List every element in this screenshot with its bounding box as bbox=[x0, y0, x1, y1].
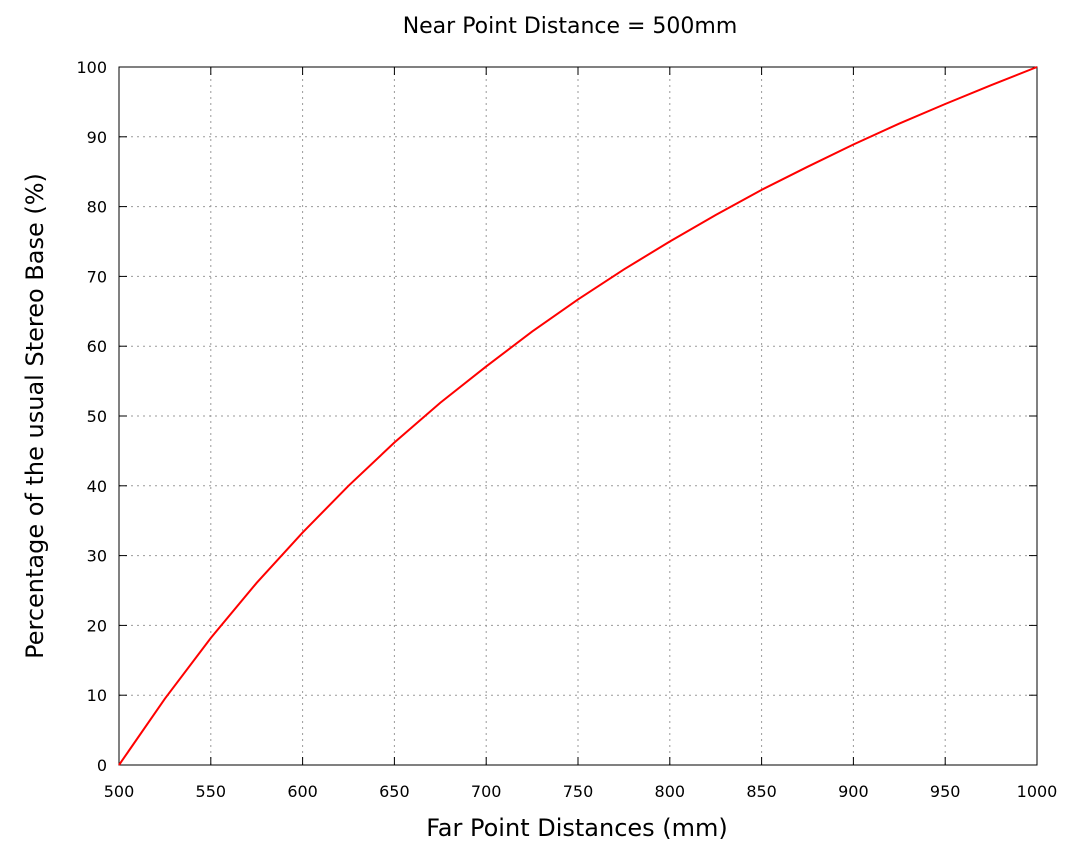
tick-labels: 500 550 600 650 700 750 800 850 900 950 1000 0 10 20 3… bbox=[76, 58, 1057, 801]
x-tick-label: 950 bbox=[930, 782, 961, 801]
y-tick-label: 0 bbox=[97, 756, 107, 775]
y-tick-label: 80 bbox=[87, 198, 107, 217]
x-tick-label: 900 bbox=[838, 782, 869, 801]
y-axis-label: Percentage of the usual Stereo Base (%) bbox=[21, 173, 49, 659]
y-tick-label: 30 bbox=[87, 547, 107, 566]
x-tick-label: 500 bbox=[104, 782, 135, 801]
x-tick-label: 600 bbox=[287, 782, 318, 801]
series-line bbox=[118, 66, 1038, 766]
x-tick-label: 750 bbox=[563, 782, 594, 801]
y-tick-label: 60 bbox=[87, 337, 107, 356]
y-tick-label: 100 bbox=[76, 58, 107, 77]
x-axis-label: Far Point Distances (mm) bbox=[426, 814, 728, 842]
chart-title: Near Point Distance = 500mm bbox=[403, 14, 738, 39]
y-tick-label: 70 bbox=[87, 267, 107, 286]
y-tick-label: 90 bbox=[87, 128, 107, 147]
y-tick-label: 10 bbox=[87, 686, 107, 705]
y-tick-label: 50 bbox=[87, 407, 107, 426]
x-tick-label: 800 bbox=[655, 782, 686, 801]
y-tick-label: 40 bbox=[87, 477, 107, 496]
x-tick-label: 550 bbox=[196, 782, 227, 801]
x-tick-label: 700 bbox=[471, 782, 502, 801]
x-tick-label: 650 bbox=[379, 782, 410, 801]
y-tick-label: 20 bbox=[87, 616, 107, 635]
x-tick-label: 850 bbox=[746, 782, 777, 801]
plot-frame bbox=[118, 66, 1038, 766]
series-layer bbox=[118, 66, 1038, 766]
x-tick-label: 1000 bbox=[1017, 782, 1058, 801]
grid bbox=[119, 67, 1037, 765]
